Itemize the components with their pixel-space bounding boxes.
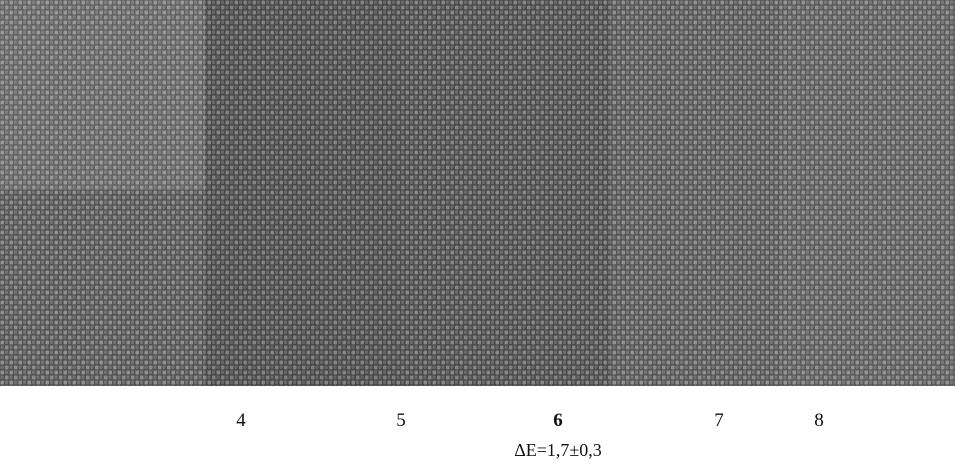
- grade-label: 7: [714, 410, 724, 431]
- grade-label: 6: [553, 410, 563, 431]
- caption: ΔE=1,7±0,3: [514, 440, 602, 460]
- grade-label: 8: [814, 410, 824, 431]
- grade-label: 4: [236, 410, 246, 431]
- fabric-photo: [0, 0, 955, 386]
- grade-label: 5: [396, 410, 406, 431]
